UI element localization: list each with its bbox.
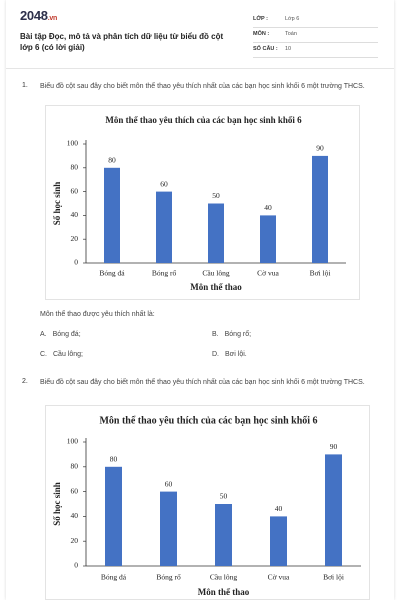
bar [156,191,172,263]
option[interactable]: B. Bóng rổ; [212,331,257,338]
x-tick-label: Bóng rổ [152,269,177,278]
option-letter: B. [212,331,219,338]
field-label: MÔN : [253,31,270,37]
option-text: Bóng đá; [52,331,81,338]
field-value: Toán [285,31,297,37]
logo-suffix: .vn [47,15,58,22]
question-number: 2. [22,378,28,385]
bar [104,167,120,263]
option-letter: C. [40,351,47,358]
y-axis-label: Số học sinh [52,182,62,226]
question-prompt: Môn thể thao được yêu thích nhất là: [40,311,155,318]
field-line [253,42,378,43]
data-label: 50 [220,492,228,501]
y-axis-label: Số học sinh [52,482,62,526]
data-label: 90 [330,442,338,451]
bar [325,454,342,566]
field-value: Lớp 6 [285,16,300,22]
y-tick-label: 20 [71,234,79,243]
logo-main: 2048 [20,8,48,23]
bar-chart: Môn thể thao yêu thích của các bạn học s… [45,105,360,300]
y-tick-label: 20 [71,536,79,545]
field-value: 10 [285,46,292,52]
field-line [253,57,378,58]
y-tick-label: 0 [74,561,78,570]
x-tick-label: Cầu lông [202,269,230,278]
bar [312,155,328,263]
data-label: 40 [264,203,272,212]
bar [160,491,177,566]
option-letter: A. [40,331,47,338]
bar [105,466,122,566]
x-tick-label: Bơi lội [310,269,331,278]
bar [260,215,276,263]
divider [6,68,394,69]
x-axis-label: Môn thể thao [198,587,250,597]
data-label: 60 [160,179,168,188]
field-line [253,27,378,28]
field-label: LỚP : [253,16,268,22]
bar [208,203,224,263]
option-letter: D. [212,351,219,358]
bar [215,504,232,566]
bar [270,516,287,566]
bar-chart: Môn thể thao yêu thích của các bạn học s… [45,405,370,600]
question-text: Biểu đồ cột sau đây cho biết môn thể tha… [40,83,365,90]
x-tick-label: Bóng rổ [156,573,181,582]
y-tick-label: 60 [71,486,79,495]
logo: 2048.vn [20,8,57,23]
y-tick-label: 80 [71,462,79,471]
x-tick-label: Bóng đá [99,269,125,278]
x-tick-label: Bóng đá [101,573,127,582]
data-label: 90 [316,144,324,153]
y-tick-label: 60 [71,186,79,195]
data-label: 80 [108,156,116,165]
x-axis-label: Môn thể thao [190,282,242,292]
data-label: 50 [212,191,220,200]
option[interactable]: D. Bơi lội. [212,351,253,358]
y-tick-label: 40 [71,511,79,520]
x-tick-label: Cờ vua [268,573,290,582]
option-text: Bơi lội. [225,351,247,358]
data-label: 80 [110,455,118,464]
y-tick-label: 80 [71,163,79,172]
option-text: Bóng rổ; [224,331,252,338]
chart-title: Môn thể thao yêu thích của các bạn học s… [99,415,317,426]
question-text: Biểu đồ cột sau đây cho biết môn thể tha… [40,379,365,386]
x-tick-label: Cờ vua [257,269,279,278]
data-label: 40 [275,504,283,513]
field-label: SỐ CÂU : [253,46,278,52]
x-tick-label: Cầu lông [210,573,238,582]
y-tick-label: 100 [67,437,79,446]
option[interactable]: A. Bóng đá; [40,331,87,338]
y-tick-label: 100 [67,139,79,148]
option[interactable]: C. Cầu lông; [40,351,89,358]
x-tick-label: Bơi lội [323,573,344,582]
y-tick-label: 0 [74,258,78,267]
y-tick-label: 40 [71,210,79,219]
option-text: Cầu lông; [53,351,83,358]
data-label: 60 [165,479,173,488]
document-title: Bài tập Đọc, mô tả và phân tích dữ liệu … [20,32,224,52]
question-number: 1. [22,82,28,89]
chart-title: Môn thể thao yêu thích của các bạn học s… [105,115,302,125]
